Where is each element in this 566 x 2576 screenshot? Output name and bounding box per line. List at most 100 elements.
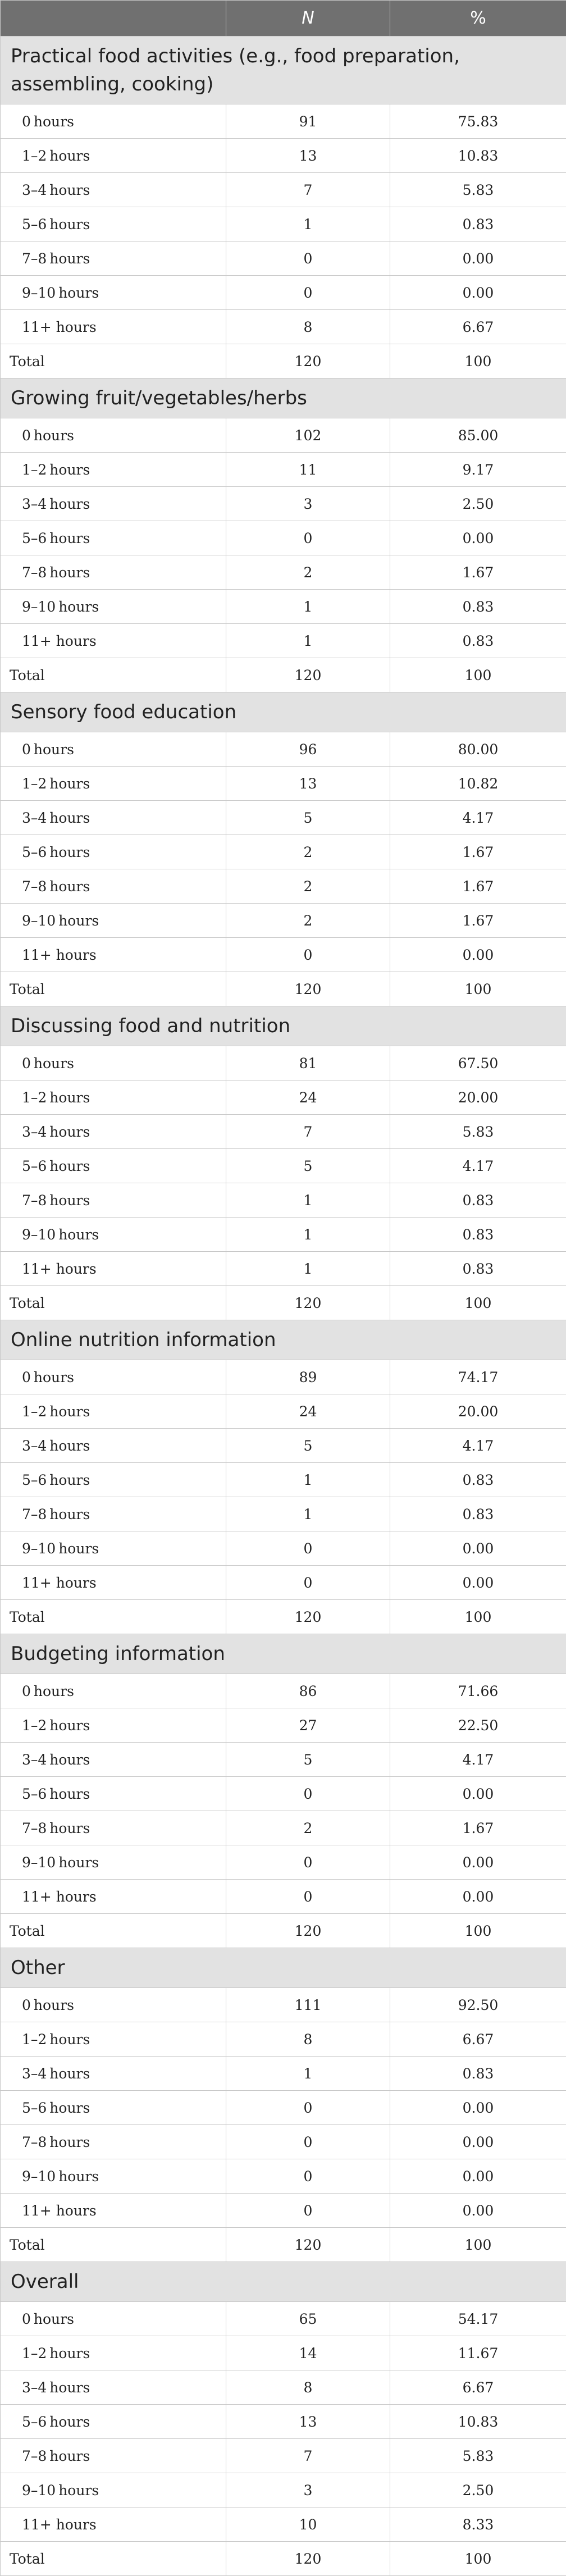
count-cell: 120 [226, 1286, 390, 1320]
count-cell: 2 [226, 555, 390, 590]
row-label: 3–4 hours [1, 1429, 226, 1463]
percent-cell: 11.67 [390, 2336, 566, 2370]
count-cell: 0 [226, 1531, 390, 1566]
percent-cell: 0.00 [390, 938, 566, 972]
count-cell: 13 [226, 139, 390, 173]
percent-cell: 0.83 [390, 2057, 566, 2091]
section-header-row: Practical food activities (e.g., food pr… [1, 37, 566, 104]
percent-cell: 10.83 [390, 139, 566, 173]
row-label: 5–6 hours [1, 835, 226, 869]
section-header-row: Sensory food education [1, 692, 566, 732]
row-label: 11+ hours [1, 938, 226, 972]
percent-cell: 75.83 [390, 104, 566, 139]
row-label: 1–2 hours [1, 2336, 226, 2370]
count-cell: 5 [226, 1743, 390, 1777]
percent-cell: 5.83 [390, 1115, 566, 1149]
count-cell: 0 [226, 2194, 390, 2228]
count-cell: 8 [226, 2022, 390, 2057]
count-cell: 7 [226, 173, 390, 207]
count-cell: 120 [226, 344, 390, 379]
count-cell: 2 [226, 869, 390, 904]
percent-cell: 71.66 [390, 1674, 566, 1708]
row-label: 1–2 hours [1, 1080, 226, 1115]
section-title: Practical food activities (e.g., food pr… [1, 37, 566, 104]
percent-cell: 9.17 [390, 453, 566, 487]
count-cell: 24 [226, 1394, 390, 1429]
row-label: 11+ hours [1, 2194, 226, 2228]
count-cell: 7 [226, 1115, 390, 1149]
row-label: 9–10 hours [1, 1531, 226, 1566]
section-title: Sensory food education [1, 692, 566, 732]
section-title: Other [1, 1948, 566, 1988]
count-cell: 96 [226, 732, 390, 767]
row-label: 5–6 hours [1, 1463, 226, 1497]
row-label: 0 hours [1, 104, 226, 139]
count-cell: 0 [226, 1880, 390, 1914]
count-cell: 11 [226, 453, 390, 487]
count-cell: 120 [226, 658, 390, 692]
percent-cell: 92.50 [390, 1988, 566, 2022]
row-label: 11+ hours [1, 1252, 226, 1286]
row-label: 0 hours [1, 1046, 226, 1080]
section-header-row: Overall [1, 2262, 566, 2302]
percent-cell: 0.00 [390, 2159, 566, 2194]
percent-cell: 0.00 [390, 1880, 566, 1914]
count-cell: 1 [226, 2057, 390, 2091]
percent-cell: 0.00 [390, 1777, 566, 1811]
percent-cell: 5.83 [390, 173, 566, 207]
percent-cell: 2.50 [390, 487, 566, 521]
row-label: 7–8 hours [1, 1497, 226, 1531]
count-cell: 3 [226, 2473, 390, 2507]
section-title: Overall [1, 2262, 566, 2302]
section-header-row: Discussing food and nutrition [1, 1006, 566, 1046]
count-cell: 102 [226, 418, 390, 453]
percent-cell: 54.17 [390, 2302, 566, 2336]
row-label: 9–10 hours [1, 904, 226, 938]
count-cell: 5 [226, 1429, 390, 1463]
row-label: 1–2 hours [1, 2022, 226, 2057]
percent-cell: 4.17 [390, 801, 566, 835]
row-label: 7–8 hours [1, 555, 226, 590]
section-title: Online nutrition information [1, 1320, 566, 1360]
row-label: 7–8 hours [1, 869, 226, 904]
percent-cell: 0.00 [390, 1845, 566, 1880]
row-label: 9–10 hours [1, 1218, 226, 1252]
percent-cell: 0.00 [390, 276, 566, 310]
percent-cell: 8.33 [390, 2507, 566, 2542]
percent-cell: 20.00 [390, 1080, 566, 1115]
percent-cell: 0.83 [390, 1463, 566, 1497]
row-label: 3–4 hours [1, 801, 226, 835]
row-label: 9–10 hours [1, 2473, 226, 2507]
header-n: N [226, 1, 390, 37]
count-cell: 1 [226, 590, 390, 624]
percent-cell: 0.83 [390, 590, 566, 624]
percent-cell: 10.82 [390, 767, 566, 801]
count-cell: 2 [226, 904, 390, 938]
count-cell: 1 [226, 1218, 390, 1252]
row-label: 0 hours [1, 2302, 226, 2336]
percent-cell: 100 [390, 2542, 566, 2576]
row-label: 11+ hours [1, 624, 226, 658]
percent-cell: 1.67 [390, 904, 566, 938]
row-label: 7–8 hours [1, 2125, 226, 2159]
percent-cell: 0.00 [390, 1566, 566, 1600]
